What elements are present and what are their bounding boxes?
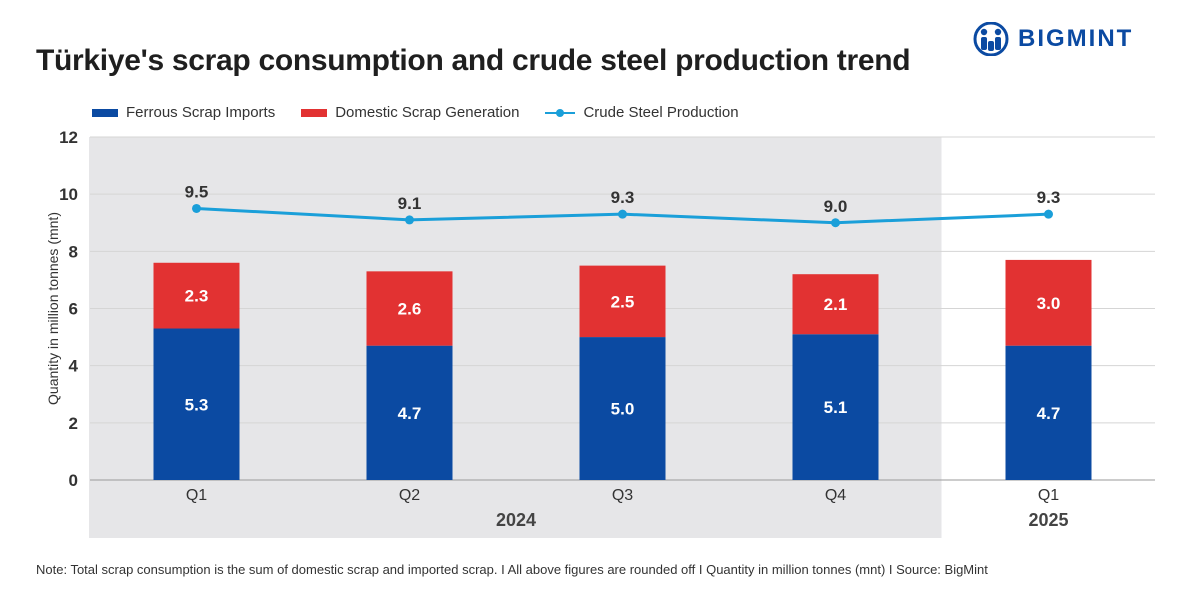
bar-domestic	[579, 265, 666, 338]
y-axis-label: Quantity in million tonnes (mnt)	[45, 212, 61, 405]
bar-imports	[153, 328, 240, 480]
point-production	[831, 218, 840, 228]
legend-item-production: Crude Steel Production	[545, 104, 739, 121]
data-label-domestic: 2.5	[611, 292, 635, 311]
data-label-production: 9.3	[611, 188, 635, 207]
x-tick-label: Q1	[186, 487, 207, 504]
bigmint-logo-icon	[973, 22, 1009, 56]
data-label-production: 9.0	[824, 197, 848, 216]
bar-domestic	[366, 271, 453, 346]
legend-item-imports: Ferrous Scrap Imports	[92, 104, 275, 121]
point-production	[405, 215, 414, 225]
x-tick-label: Q2	[399, 487, 420, 504]
point-production	[192, 203, 201, 213]
logo-text: BIGMINT	[1018, 25, 1134, 52]
data-label-imports: 4.7	[398, 404, 422, 423]
data-label-domestic: 2.1	[824, 295, 848, 314]
x-tick-label: Q4	[825, 487, 846, 504]
legend-swatch-production	[545, 107, 576, 119]
data-label-domestic: 2.6	[398, 300, 422, 319]
data-label-production: 9.3	[1037, 188, 1061, 207]
y-tick-label: 8	[69, 242, 78, 261]
bar-domestic	[153, 262, 240, 329]
chart-title: Türkiye's scrap consumption and crude st…	[36, 44, 911, 77]
legend-swatch-domestic	[301, 108, 328, 117]
bar-imports	[366, 345, 453, 480]
legend-item-domestic: Domestic Scrap Generation	[301, 104, 519, 121]
data-label-imports: 5.1	[824, 398, 848, 417]
legend: Ferrous Scrap Imports Domestic Scrap Gen…	[92, 104, 765, 121]
footnote: Note: Total scrap consumption is the sum…	[36, 562, 988, 577]
bar-domestic	[1005, 259, 1092, 346]
y-tick-label: 12	[59, 128, 78, 147]
bar-imports	[579, 337, 666, 480]
legend-label-domestic: Domestic Scrap Generation	[335, 104, 520, 121]
x-tick-label: Q1	[1038, 487, 1059, 504]
bar-imports	[1005, 345, 1092, 480]
y-tick-label: 6	[69, 300, 78, 319]
y-tick-label: 0	[69, 471, 78, 490]
data-label-domestic: 3.0	[1037, 294, 1061, 313]
data-label-production: 9.1	[398, 194, 422, 213]
group-label-2025: 2025	[1028, 510, 1068, 530]
legend-label-imports: Ferrous Scrap Imports	[126, 104, 276, 121]
point-production	[1044, 209, 1053, 219]
x-tick-label: Q3	[612, 487, 633, 504]
bar-imports	[792, 334, 879, 480]
bar-domestic	[792, 274, 879, 335]
data-label-imports: 5.3	[185, 395, 209, 414]
data-label-imports: 5.0	[611, 400, 635, 419]
group-label-2024: 2024	[496, 510, 536, 530]
y-tick-label: 2	[69, 414, 78, 433]
y-tick-label: 10	[59, 185, 78, 204]
point-production	[618, 209, 627, 219]
bigmint-logo: BIGMINT	[972, 22, 1133, 56]
data-label-production: 9.5	[185, 182, 209, 201]
data-label-imports: 4.7	[1037, 404, 1061, 423]
legend-swatch-imports	[92, 108, 118, 117]
y-tick-label: 4	[69, 357, 79, 376]
legend-label-production: Crude Steel Production	[583, 104, 739, 121]
data-label-domestic: 2.3	[185, 287, 209, 306]
